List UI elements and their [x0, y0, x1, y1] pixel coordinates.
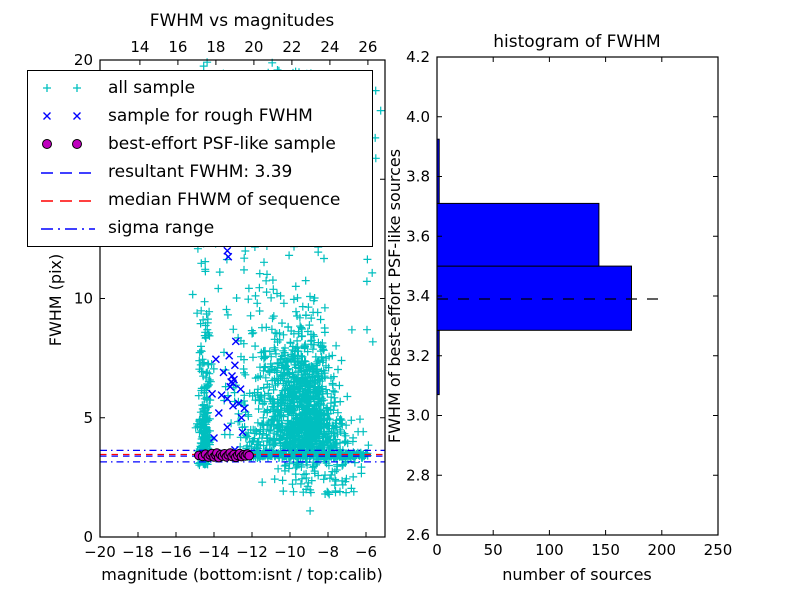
x-tick-label: 150 [591, 541, 620, 559]
y-tick-label: 3.6 [406, 227, 430, 245]
y-tick-label: 2.8 [406, 466, 430, 484]
x-tick-label: −18 [122, 543, 154, 561]
x-tick-label: −8 [317, 543, 339, 561]
x-tick-label: 100 [535, 541, 564, 559]
legend-item-median-fwhm: median FHWM of sequence [37, 188, 368, 214]
y-tick-label: 3.2 [406, 347, 430, 365]
y-tick-label: 3.0 [406, 407, 430, 425]
cross-marker-icon [43, 112, 81, 121]
circle-marker-glyph [72, 139, 82, 150]
top-tick-label: 24 [320, 38, 339, 56]
x-tick-label: −10 [274, 543, 306, 561]
y-tick-label: 0 [83, 528, 93, 546]
legend-item-psf-sample: best-effort PSF-like sample [37, 131, 368, 157]
y-tick-label: 5 [83, 409, 93, 427]
left-plot-xlabel: magnitude (bottom:isnt / top:calib) [101, 565, 382, 584]
legend: all sample sample for rough FWHM best-ef… [27, 70, 373, 247]
y-tick-label: 10 [74, 290, 93, 308]
x-tick-label: −16 [160, 543, 192, 561]
legend-item-resultant-fwhm: resultant FWHM: 3.39 [37, 160, 368, 186]
top-tick-label: 14 [130, 38, 149, 56]
right-plot-ylabel: FWHM of best-effort PSF-like sources [385, 149, 404, 443]
plus-marker-icon [43, 84, 81, 93]
circle-marker-glyph [42, 139, 52, 150]
legend-item-label: resultant FWHM: 3.39 [108, 162, 293, 183]
legend-item-label: all sample [108, 77, 196, 98]
left-plot: −20−18−16−14−12−10−8−6051015201416182022… [74, 38, 386, 561]
legend-item-label: best-effort PSF-like sample [108, 133, 336, 154]
x-tick-label: 0 [432, 541, 442, 559]
top-tick-label: 26 [358, 38, 377, 56]
legend-item-rough-fwhm: sample for rough FWHM [37, 103, 368, 129]
circle-marker-icon [42, 139, 82, 150]
y-tick-label: 4.2 [406, 48, 430, 66]
legend-item-label: sample for rough FWHM [108, 105, 313, 126]
histogram-bar [436, 202, 600, 267]
left-plot-title: FWHM vs magnitudes [150, 11, 335, 31]
legend-item-label: sigma range [108, 218, 215, 239]
dashed-line-icon [41, 171, 95, 174]
right-plot-title: histogram of FWHM [493, 32, 660, 52]
right-plot-xlabel: number of sources [502, 565, 652, 584]
y-tick-label: 3.8 [406, 168, 430, 186]
legend-item-all-sample: all sample [37, 75, 368, 101]
y-tick-label: 4.0 [406, 108, 430, 126]
y-tick-label: 3.4 [406, 287, 430, 305]
right-plot: 0 50 100 150 200 250 2.6 2.8 3.0 3.2 3.4 3.6 3.8 4.0 4… [406, 48, 732, 559]
plot-spines [436, 56, 719, 536]
x-tick-label: 50 [484, 541, 503, 559]
plot-spines [99, 59, 386, 538]
legend-item-sigma-range: sigma range [37, 216, 368, 242]
histogram-bar [436, 265, 632, 331]
top-tick-label: 18 [206, 38, 225, 56]
dashdot-line-icon [41, 228, 95, 230]
x-tick-label: −14 [198, 543, 230, 561]
psf-sample-point [244, 450, 254, 461]
top-tick-label: 20 [244, 38, 263, 56]
top-tick-label: 22 [282, 38, 301, 56]
legend-item-label: median FHWM of sequence [108, 190, 341, 211]
left-plot-ylabel: FWHM (pix) [46, 254, 65, 347]
cross-marker-glyph [43, 112, 81, 121]
dashed-line-icon [41, 199, 95, 202]
y-tick-label: 2.6 [406, 526, 430, 544]
y-tick-label: 20 [74, 51, 93, 69]
x-tick-label: 200 [647, 541, 676, 559]
x-tick-label: −12 [236, 543, 268, 561]
x-tick-label: −20 [84, 543, 116, 561]
x-tick-label: 250 [704, 541, 733, 559]
x-tick-label: −6 [355, 543, 377, 561]
plus-marker-glyph [43, 84, 81, 93]
top-tick-label: 16 [168, 38, 187, 56]
